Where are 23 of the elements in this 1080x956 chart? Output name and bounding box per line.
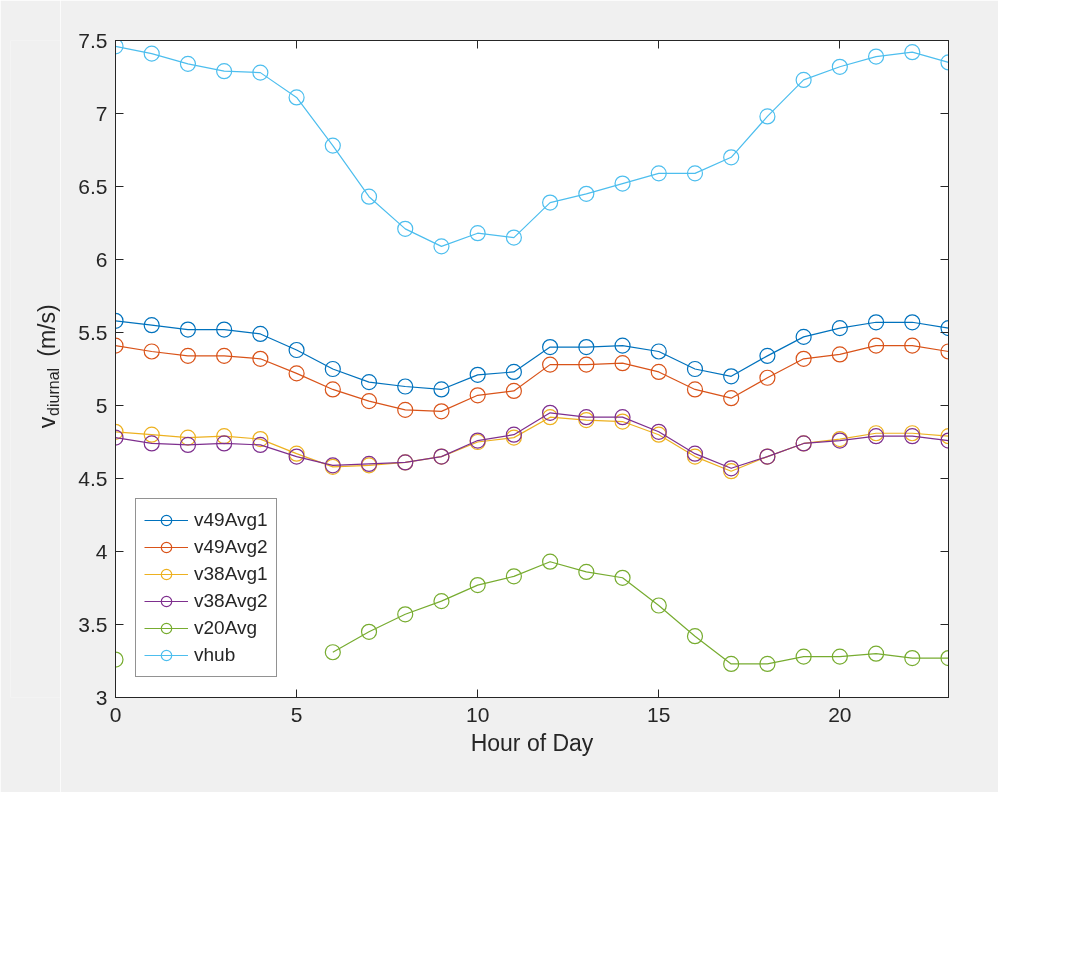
legend-label: v49Avg1 bbox=[194, 508, 268, 532]
x-tick-label: 0 bbox=[109, 702, 122, 726]
legend-label: v38Avg2 bbox=[194, 589, 268, 613]
y-tick-label: 7 bbox=[95, 101, 108, 125]
x-tick-label: 20 bbox=[828, 702, 852, 726]
y-tick-label: 6 bbox=[95, 247, 108, 271]
y-tick-label: 3.5 bbox=[78, 612, 108, 636]
y-tick-label: 6.5 bbox=[78, 174, 108, 198]
y-tick-label: 5 bbox=[95, 393, 108, 417]
y-axis-title: vdiurnal (m/s) bbox=[33, 304, 62, 429]
legend-label: vhub bbox=[194, 643, 236, 667]
legend-label: v38Avg1 bbox=[194, 562, 268, 586]
x-tick-label: 15 bbox=[647, 702, 671, 726]
y-tick-label: 4.5 bbox=[78, 466, 108, 490]
legend-label: v49Avg2 bbox=[194, 535, 268, 559]
y-tick-label: 5.5 bbox=[78, 320, 108, 344]
x-tick-label: 10 bbox=[465, 702, 490, 726]
legend-label: v20Avg bbox=[194, 616, 258, 640]
y-tick-label: 4 bbox=[95, 539, 108, 563]
x-axis-title: Hour of Day bbox=[470, 729, 594, 756]
x-tick-label: 5 bbox=[290, 702, 303, 726]
y-tick-label: 7.5 bbox=[78, 28, 108, 52]
y-tick-label: 3 bbox=[95, 685, 108, 709]
